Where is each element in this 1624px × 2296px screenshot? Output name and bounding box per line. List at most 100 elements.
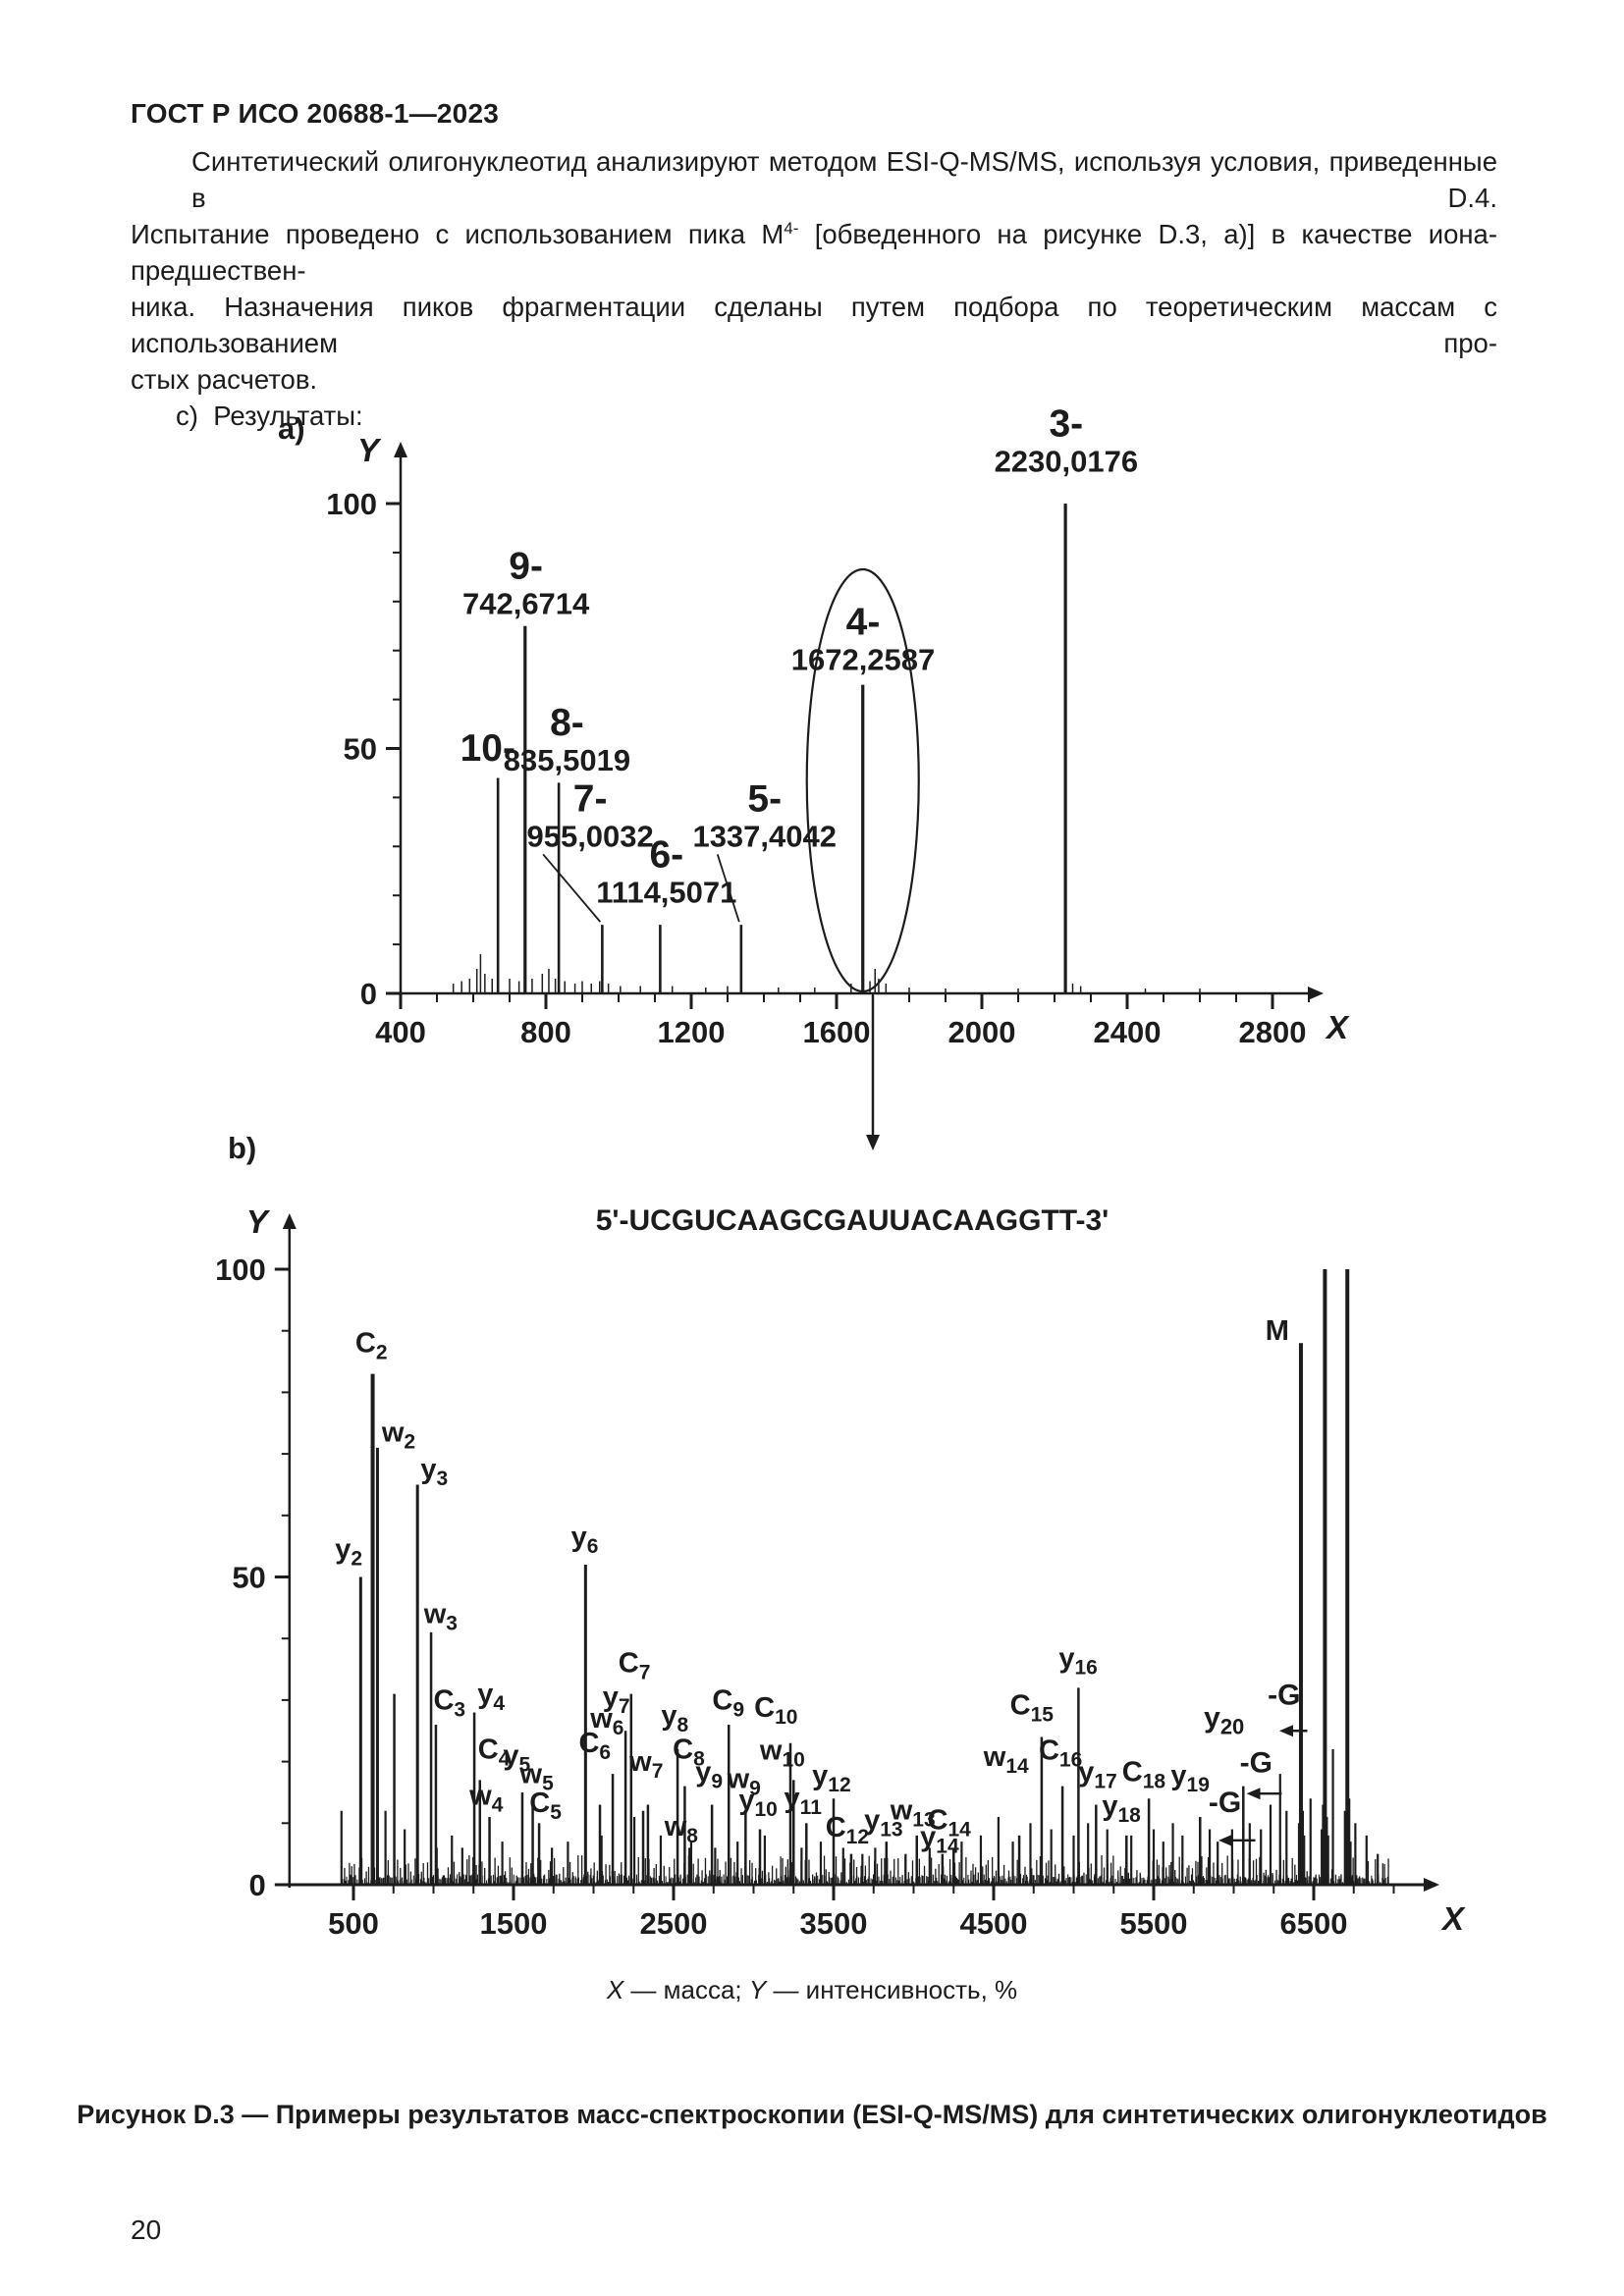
chart-b-panel-label: b) [228,1131,256,1165]
chart-a-x-tick-label: 2400 [1094,1015,1162,1049]
arrowhead-right [1308,987,1324,1000]
peak-label-y4: y4 [477,1679,505,1715]
peak-label-C9: C9 [712,1684,744,1721]
body-paragraph: Синтетический олигонуклеотид анализируют… [131,143,1497,434]
chart-b-x-tick-label: 4500 [960,1906,1028,1941]
peak-label-y9: y9 [695,1757,723,1793]
chart-a-panel-label: a) [278,411,305,446]
precursor-ellipse [805,567,920,993]
loss-annotation-peak-label: y20 [1204,1701,1244,1738]
chart-a-x-tick-label: 2000 [948,1015,1016,1049]
chart-b-x-tick-label: 1500 [480,1906,548,1941]
peak-mass-label: 1672,2587 [791,643,936,677]
peak-label-w3: w3 [423,1599,458,1635]
document-header: ГОСТ Р ИСО 20688-1—2023 [131,98,499,129]
chart-a-x-tick-label: 800 [520,1015,571,1049]
peak-label-C2: C2 [355,1328,388,1364]
peak-label-C16: C16 [1039,1735,1082,1772]
loss-g-label: -G [1209,1787,1241,1819]
peak-label-y3: y3 [420,1454,448,1490]
peak-charge-label: 8- [550,702,584,744]
peak-mass-label: 1337,4042 [692,819,837,853]
arrowhead-left [1278,1725,1293,1737]
peak-label-w7: w7 [628,1746,663,1783]
arrowhead-up [394,442,407,457]
chart-a-x-tick-label: 1600 [803,1015,871,1049]
peak-label-C3: C3 [433,1684,465,1721]
chart-b-x-tick-label: 6500 [1280,1906,1348,1941]
chart-b-x-tick-label: 2500 [640,1906,708,1941]
chart-b-y-tick-label: 0 [249,1868,266,1902]
chart-a-y-tick-label: 100 [326,487,377,521]
arrowhead-up [282,1213,297,1229]
chart-b-x-tick-label: 500 [328,1906,379,1941]
paragraph-text: Испытание проведено с использованием пик… [131,219,785,249]
peak-label-y12: y12 [812,1760,851,1796]
peak-label-C5: C5 [529,1788,562,1824]
peak-label-w8: w8 [664,1811,699,1847]
arrowhead-right [1424,1878,1439,1892]
axis-note-x: X [606,1975,624,2004]
peak-label-y5: y5 [503,1740,530,1777]
peak-charge-label: 3- [1049,403,1083,446]
chart-b-title: 5'-UCGUCAAGCGAUUACAAGGTT-3' [596,1204,1110,1237]
chart-a-y-tick-label: 50 [344,732,377,767]
chart-a-x-tick-label: 1200 [658,1015,726,1049]
superscript-charge: 4- [784,218,799,238]
axis-note-y: Y [748,1975,767,2004]
chart-a-x-tick-label: 400 [375,1015,426,1049]
paragraph-text: [обведенного на рисунке D.3, a)] в качес… [131,219,1497,286]
loss-annotation-3: -G [1209,1787,1256,1846]
peak-mass-label: 955,0032 [526,819,653,853]
loss-g-label: -G [1240,1746,1272,1779]
peak-label-C10: C10 [754,1692,797,1729]
peak-label-C18: C18 [1122,1757,1166,1793]
peak-mass-label: 835,5019 [504,743,630,777]
peak-label-C15: C15 [1010,1689,1055,1726]
chart-a-xlabel: X [1325,1009,1350,1045]
peak-charge-label: 4- [846,602,881,644]
chart-b: 0 50 100 500 1500 2500 3500 4500 5500 6500 Y Xb) 5'-… [215,1131,1466,1941]
figure-caption: Рисунок D.3 — Примеры результатов масс-с… [77,2100,1547,2129]
chart-b-x-tick-label: 3500 [800,1906,868,1941]
arrowhead-down [866,1135,880,1150]
peak-label-C4: C4 [478,1734,511,1770]
chart-a-x-tick-label: 2800 [1239,1015,1307,1049]
peak-mass-label: 1114,5071 [596,876,736,910]
peak-charge-label: 9- [509,545,543,587]
peak-label-C7: C7 [619,1648,651,1684]
peak-charge-label: 10- [460,727,515,770]
chart-a: 0 50 100 400 800 1200 1600 2000 2400 2800 Y Xa) 10- 9… [278,403,1350,1150]
arrowhead-left [1246,1788,1261,1800]
list-item-c: c) Результаты: [176,400,363,431]
chart-b-x-tick-label: 5500 [1120,1906,1188,1941]
chart-b-xlabel: X [1440,1900,1466,1937]
paragraph-line: стых расчетов. [131,364,318,395]
peak-mass-label: 2230,0176 [995,445,1139,479]
peak-label-w14: w14 [983,1741,1029,1778]
peak-charge-label: 5- [747,777,782,820]
chart-a-y-tick-label: 0 [360,977,377,1011]
peak-charge-label: 7- [573,777,608,820]
loss-annotation-2: -G [1240,1746,1282,1800]
peak-label-w4: w4 [468,1780,504,1816]
loss-g-label: -G [1268,1679,1300,1711]
arrowhead-left [1218,1834,1233,1846]
chart-b-y-tick-label: 50 [232,1561,265,1595]
peak-label-M: M [1266,1315,1289,1347]
peak-label-y6: y6 [571,1522,599,1558]
peak-label-C14: C14 [928,1805,972,1842]
paragraph-line: Синтетический олигонуклеотид анализируют… [191,146,1497,213]
peak-label-y16: y16 [1058,1643,1098,1680]
loss-annotation-1: y20 -G [1204,1679,1308,1738]
peak-label-w2: w2 [381,1417,415,1454]
paragraph-line: Испытание проведено с использованием пик… [131,216,1497,289]
peak-label-y8: y8 [661,1700,688,1736]
peak-label-y17: y17 [1078,1757,1117,1793]
peak-label-y2: y2 [335,1534,362,1571]
peak-label-y18: y18 [1102,1790,1141,1827]
peak-label-y7: y7 [603,1682,630,1718]
chart-b-ylabel: Y [246,1203,271,1240]
